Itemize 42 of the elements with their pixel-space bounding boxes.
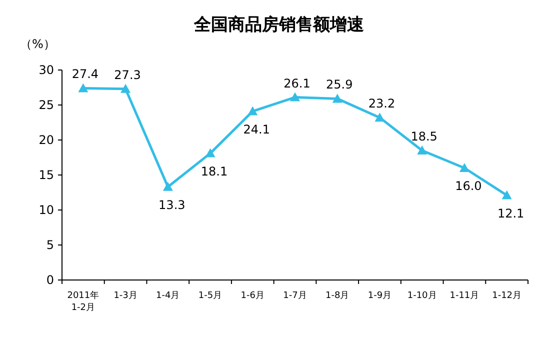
data-label: 16.0 — [455, 179, 482, 193]
y-tick-label: 10 — [38, 203, 54, 217]
point — [459, 163, 470, 172]
y-tick-label: 30 — [38, 63, 54, 77]
point — [120, 84, 131, 93]
point — [374, 112, 385, 122]
x-tick-label: 1-12月 — [492, 291, 522, 301]
point — [78, 83, 88, 92]
point — [332, 94, 342, 103]
point — [162, 182, 173, 191]
data-label: 27.3 — [114, 68, 141, 82]
y-tick-label: 20 — [38, 133, 54, 147]
point — [417, 146, 428, 154]
point — [502, 190, 512, 200]
point — [290, 92, 300, 102]
point — [205, 148, 216, 158]
data-label: 18.1 — [200, 164, 228, 178]
data-label: 18.5 — [410, 130, 438, 144]
x-tick-label: 1-7月 — [283, 291, 307, 301]
x-tick-label: 1-6月 — [240, 291, 264, 301]
x-tick-label: 1-3月 — [114, 291, 138, 301]
data-label: 13.3 — [158, 198, 186, 212]
y-tick-label: 15 — [38, 168, 54, 182]
x-tick-label: 1-9月 — [368, 291, 392, 301]
data-label: 27.4 — [72, 67, 99, 82]
y-tick-label: 5 — [46, 238, 54, 252]
y-tick-label: 25 — [38, 98, 54, 112]
x-tick-label: 1-4月 — [156, 291, 180, 301]
y-tick-label: 0 — [46, 273, 54, 287]
data-label: 24.1 — [243, 122, 270, 136]
point — [248, 106, 258, 116]
x-tick-label: 1-8月 — [326, 291, 350, 301]
chart-title: 全国商品房销售额增速 — [193, 15, 364, 35]
y-axis-title: （%） — [20, 37, 56, 51]
x-tick-label: 1-5月 — [198, 291, 222, 301]
x-tick-label: 2011年 1-2月 — [67, 290, 100, 313]
data-label: 12.1 — [497, 206, 524, 220]
x-tick-label: 1-11月 — [450, 291, 480, 301]
x-tick-label: 1-10月 — [407, 291, 437, 301]
data-label: 25.9 — [326, 78, 353, 92]
data-label: 23.2 — [368, 96, 396, 111]
data-label: 26.1 — [284, 76, 310, 90]
